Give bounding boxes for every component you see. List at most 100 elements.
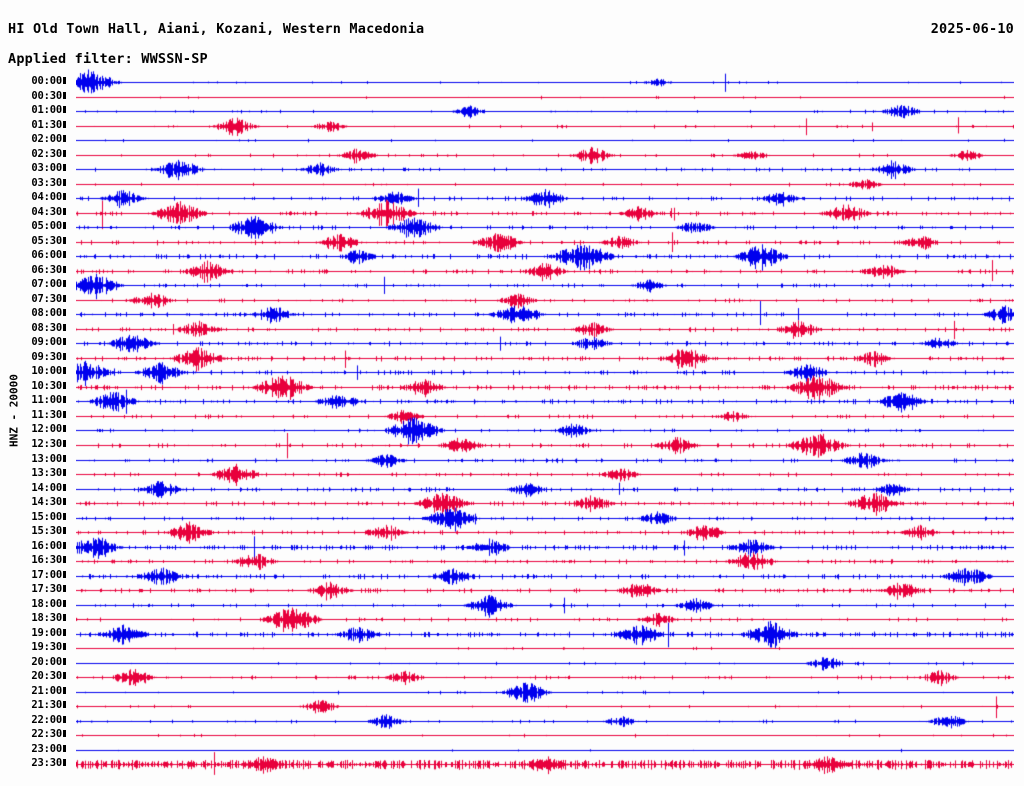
trace-time-label: 22:30: [31, 728, 62, 741]
axis-tick-mark: [63, 106, 66, 114]
trace-time-label: 14:30: [31, 496, 62, 509]
trace-time-label: 15:30: [31, 525, 62, 538]
trace-time-label: 19:30: [31, 641, 62, 654]
axis-tick-mark: [63, 149, 66, 157]
helicorder-plot: 00:00 00:30 01:00 01:30 02:00 02:30 03:00 03:30…: [0, 60, 1024, 786]
trace-time-label: 11:00: [31, 394, 62, 407]
trace-time-label: 00:00: [31, 75, 62, 87]
trace-time-label: 10:30: [31, 379, 62, 392]
axis-tick-mark: [63, 469, 66, 477]
axis-tick-mark: [63, 512, 66, 520]
trace-time-label: 16:30: [31, 554, 62, 567]
trace-time-label: 11:30: [31, 408, 62, 421]
axis-tick-mark: [63, 585, 66, 593]
trace-time-label: 18:30: [31, 612, 62, 625]
axis-tick-mark: [63, 483, 66, 491]
trace-time-label: 05:00: [31, 220, 62, 233]
axis-tick-mark: [63, 338, 66, 346]
trace-time-label: 21:00: [31, 684, 62, 697]
axis-tick-mark: [63, 193, 66, 201]
axis-tick-mark: [63, 701, 66, 709]
trace-time-label: 08:30: [31, 321, 62, 334]
axis-tick-mark: [63, 686, 66, 694]
trace-time-label: 01:00: [31, 104, 62, 117]
trace-time-label: 19:00: [31, 626, 62, 639]
trace-time-label: 22:00: [31, 713, 62, 726]
trace-time-label: 12:30: [31, 438, 62, 450]
axis-tick-mark: [63, 614, 66, 622]
trace-time-label: 20:00: [31, 655, 62, 668]
axis-tick-mark: [63, 570, 66, 578]
axis-tick-mark: [63, 323, 66, 331]
axis-tick-mark: [63, 280, 66, 288]
page-title: HI Old Town Hall, Aiani, Kozani, Western…: [8, 21, 425, 37]
axis-tick-mark: [63, 498, 66, 506]
axis-tick-mark: [63, 410, 66, 418]
axis-tick-mark: [63, 77, 66, 84]
trace-time-label: 07:00: [31, 278, 62, 291]
trace-time-label: 23:00: [31, 742, 62, 755]
trace-time-label: 17:00: [31, 568, 62, 581]
axis-tick-mark: [63, 556, 66, 564]
axis-tick-mark: [63, 178, 66, 186]
axis-tick-mark: [63, 396, 66, 404]
axis-tick-mark: [63, 672, 66, 680]
axis-tick-mark: [63, 715, 66, 723]
trace-time-label: 09:30: [31, 350, 62, 363]
trace-time-label: 05:30: [31, 234, 62, 247]
trace-time-label: 13:00: [31, 452, 62, 465]
trace-time-label: 14:00: [31, 481, 62, 494]
axis-tick-mark: [63, 527, 66, 535]
axis-tick-mark: [63, 425, 66, 433]
trace-time-label: 04:30: [31, 205, 62, 218]
axis-tick-mark: [63, 251, 66, 259]
trace-time-label: 08:00: [31, 307, 62, 320]
axis-tick-mark: [63, 164, 66, 172]
axis-tick-mark: [63, 744, 66, 752]
trace-time-label: 06:30: [31, 263, 62, 276]
trace-time-label: 03:00: [31, 162, 62, 175]
seismic-trace: [76, 742, 1014, 786]
axis-tick-mark: [63, 367, 66, 375]
axis-tick-mark: [63, 657, 66, 665]
trace-time-label: 10:00: [31, 365, 62, 378]
axis-tick-mark: [63, 294, 66, 302]
trace-time-label: 07:30: [31, 292, 62, 305]
trace-time-label: 16:00: [31, 539, 62, 552]
axis-tick-mark: [63, 599, 66, 607]
axis-tick-mark: [63, 454, 66, 462]
trace-time-label: 17:30: [31, 583, 62, 596]
axis-tick-mark: [63, 265, 66, 273]
axis-tick-mark: [63, 759, 66, 767]
trace-time-label: 15:00: [31, 510, 62, 523]
axis-tick-mark: [63, 730, 66, 738]
trace-time-label: 03:30: [31, 176, 62, 189]
axis-tick-mark: [63, 135, 66, 143]
axis-tick-mark: [63, 120, 66, 128]
axis-tick-mark: [63, 236, 66, 244]
trace-time-label: 20:30: [31, 670, 62, 683]
trace-time-label: 21:30: [31, 699, 62, 712]
trace-row: 23:30: [0, 742, 1024, 786]
axis-tick-mark: [63, 541, 66, 549]
axis-tick-mark: [63, 643, 66, 651]
trace-time-label: 18:00: [31, 597, 62, 610]
axis-tick-mark: [63, 91, 66, 99]
trace-time-label: 04:00: [31, 191, 62, 204]
axis-tick-mark: [63, 628, 66, 636]
trace-time-label: 02:30: [31, 147, 62, 160]
trace-time-label: 00:30: [31, 89, 62, 102]
axis-tick-mark: [63, 309, 66, 317]
axis-tick-mark: [63, 440, 66, 447]
axis-tick-mark: [63, 207, 66, 215]
axis-tick-mark: [63, 222, 66, 230]
trace-time-label: 01:30: [31, 118, 62, 131]
axis-tick-mark: [63, 352, 66, 360]
trace-time-label: 23:30: [31, 757, 62, 770]
record-date: 2025-06-10: [930, 21, 1014, 37]
trace-time-label: 02:00: [31, 133, 62, 146]
axis-tick-mark: [63, 381, 66, 389]
trace-time-label: 09:00: [31, 336, 62, 349]
trace-time-label: 06:00: [31, 249, 62, 262]
trace-time-label: 13:30: [31, 467, 62, 480]
